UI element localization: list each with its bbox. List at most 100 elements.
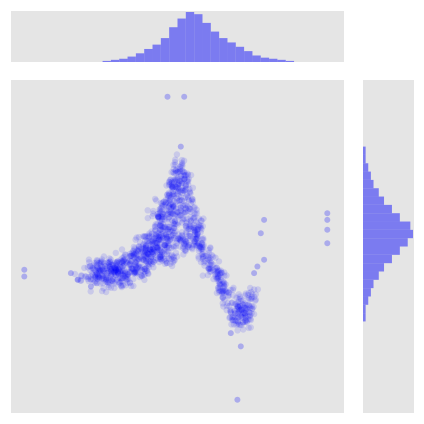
scatter-point xyxy=(191,225,198,232)
scatter-point xyxy=(111,270,119,277)
scatter-point xyxy=(219,280,226,287)
scatter-point xyxy=(158,226,165,233)
scatter-point xyxy=(248,295,255,302)
scatter-point xyxy=(231,310,239,317)
scatter-point xyxy=(96,274,103,281)
scatter-point xyxy=(182,237,189,244)
scatter-point xyxy=(158,216,166,224)
scatter-point xyxy=(223,302,230,309)
scatter-outlier xyxy=(251,270,258,277)
scatter-point xyxy=(176,166,184,173)
scatter-point xyxy=(170,165,177,173)
scatter-point xyxy=(230,316,237,324)
scatter-point xyxy=(172,220,179,228)
scatter-point xyxy=(170,192,177,200)
scatter-point xyxy=(167,194,174,201)
scatter-point xyxy=(238,313,245,320)
scatter-point xyxy=(154,244,161,251)
scatter-point xyxy=(239,301,247,308)
scatter-point xyxy=(158,205,165,212)
scatter-point xyxy=(131,269,138,276)
scatter-point xyxy=(194,229,201,237)
scatter-point xyxy=(117,263,124,270)
scatter-point xyxy=(193,218,200,225)
scatter-point xyxy=(243,318,250,325)
scatter-point xyxy=(204,271,211,279)
scatter-point xyxy=(169,182,176,189)
scatter-point xyxy=(112,272,120,279)
scatter-point xyxy=(245,324,252,332)
scatter-point xyxy=(142,255,150,262)
scatter-point xyxy=(165,181,173,189)
histogram-bar xyxy=(363,171,371,180)
scatter-point xyxy=(240,326,247,333)
scatter-point xyxy=(246,302,253,310)
scatter-point xyxy=(230,321,238,328)
scatter-point xyxy=(247,295,254,303)
scatter-point xyxy=(139,242,147,249)
scatter-point xyxy=(176,235,183,242)
scatter-point xyxy=(102,277,110,284)
scatter-outlier xyxy=(237,343,244,350)
scatter-point xyxy=(170,161,177,168)
scatter-point xyxy=(111,265,118,272)
histogram-bar xyxy=(363,179,374,189)
scatter-point xyxy=(121,270,128,277)
scatter-point xyxy=(172,175,179,183)
scatter-point xyxy=(165,248,172,255)
scatter-outlier xyxy=(21,273,28,280)
scatter-point xyxy=(166,223,173,231)
scatter-point xyxy=(152,232,159,239)
scatter-point xyxy=(215,284,222,291)
scatter-point xyxy=(191,238,198,245)
scatter-point xyxy=(164,226,171,233)
scatter-point xyxy=(146,237,153,245)
scatter-point xyxy=(159,210,166,218)
scatter-point xyxy=(98,275,106,283)
scatter-point xyxy=(199,254,207,261)
scatter-point xyxy=(228,321,235,328)
scatter-point xyxy=(111,264,118,271)
scatter-point xyxy=(150,248,157,255)
scatter-point xyxy=(193,235,200,242)
scatter-point xyxy=(239,301,246,308)
scatter-point xyxy=(215,258,223,265)
scatter-point xyxy=(181,186,189,193)
scatter-point xyxy=(153,237,160,245)
scatter-point xyxy=(118,271,126,278)
histogram-bar xyxy=(202,22,211,62)
scatter-point xyxy=(138,248,145,255)
scatter-point xyxy=(228,299,235,307)
scatter-point xyxy=(153,232,160,239)
scatter-point xyxy=(179,167,186,174)
scatter-point xyxy=(145,264,152,271)
scatter-point xyxy=(202,252,210,260)
scatter-point xyxy=(77,277,85,284)
scatter-point xyxy=(163,235,171,243)
scatter-point xyxy=(104,279,112,286)
scatter-point xyxy=(212,254,219,261)
scatter-point xyxy=(176,201,183,209)
scatter-point xyxy=(243,319,251,326)
scatter-point xyxy=(125,258,132,266)
scatter-point xyxy=(222,281,229,288)
scatter-point xyxy=(138,272,146,279)
scatter-point xyxy=(148,241,155,248)
histogram-bar xyxy=(363,204,392,214)
scatter-point xyxy=(217,269,224,277)
scatter-point xyxy=(122,251,129,258)
scatter-point xyxy=(142,252,150,259)
scatter-point xyxy=(141,233,148,240)
scatter-point xyxy=(168,182,175,189)
scatter-point xyxy=(171,215,178,222)
scatter-point xyxy=(157,217,164,224)
scatter-point xyxy=(152,227,159,234)
scatter-point xyxy=(142,242,150,249)
scatter-point xyxy=(155,213,162,221)
scatter-point xyxy=(221,296,228,304)
scatter-point xyxy=(236,307,243,315)
scatter-point xyxy=(134,263,142,270)
scatter-point xyxy=(156,249,164,256)
scatter-point xyxy=(140,241,147,248)
scatter-point xyxy=(158,248,166,256)
